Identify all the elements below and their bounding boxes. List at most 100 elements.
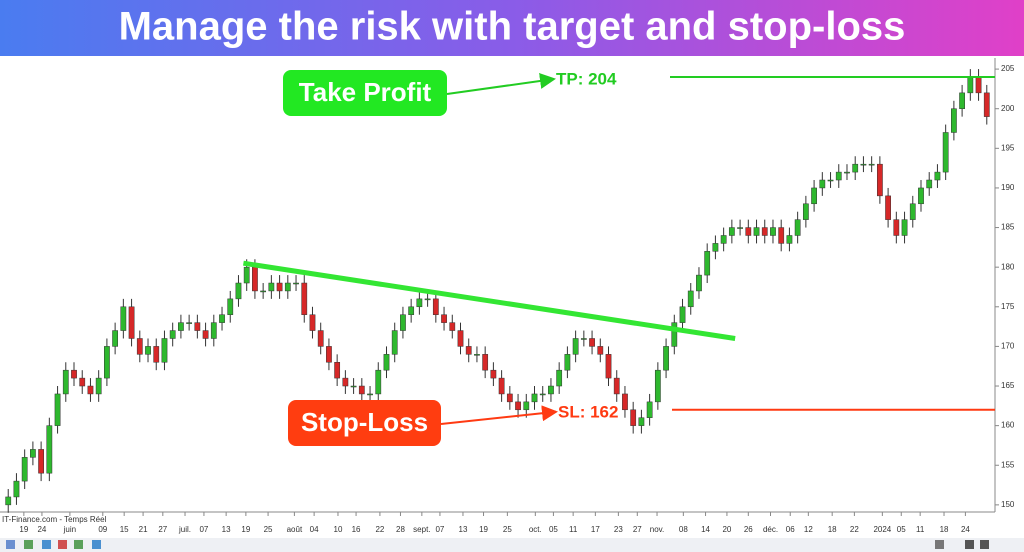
x-tick-label: 25 <box>503 525 512 534</box>
candle-body <box>654 369 661 403</box>
candle-body <box>46 425 53 474</box>
candle-body <box>506 393 513 403</box>
x-tick-label: 05 <box>549 525 558 534</box>
candle-body <box>835 171 842 181</box>
candle-body <box>597 346 604 355</box>
x-tick-label: 16 <box>352 525 361 534</box>
x-tick-label: 26 <box>744 525 753 534</box>
candle-body <box>630 409 637 426</box>
x-tick-label: 13 <box>459 525 468 534</box>
title-banner <box>0 0 1024 56</box>
candle-body <box>104 346 110 379</box>
candle-body <box>893 219 900 236</box>
candle-body <box>219 314 225 323</box>
candle-body <box>112 330 119 347</box>
candle-body <box>844 171 850 174</box>
candle-body <box>301 282 308 315</box>
x-tick-label: 18 <box>828 525 837 534</box>
candle-body <box>539 393 546 396</box>
x-tick-label: déc. <box>763 525 778 534</box>
tool-icon[interactable] <box>24 540 33 549</box>
candle-body <box>523 401 530 411</box>
candle-body <box>293 282 299 285</box>
candle-body <box>465 346 472 355</box>
y-tick-label: 150 <box>1001 500 1015 509</box>
x-tick-label: 27 <box>633 525 642 534</box>
candle-body <box>531 393 538 403</box>
tool-icon[interactable] <box>935 540 944 549</box>
candle-body <box>761 227 768 236</box>
tool-icon[interactable] <box>42 540 51 549</box>
candle-body <box>786 235 793 244</box>
candle-body <box>942 132 949 173</box>
x-tick-label: 19 <box>19 525 28 534</box>
y-tick-label: 165 <box>1001 381 1015 390</box>
x-tick-label: 28 <box>396 525 405 534</box>
candle-body <box>169 330 176 339</box>
candle-body <box>885 195 891 220</box>
candle-body <box>613 377 620 395</box>
candle-body <box>260 290 267 293</box>
candle-body <box>934 171 941 181</box>
level-label: TP: 204 <box>556 70 617 89</box>
x-tick-label: 21 <box>139 525 148 534</box>
x-tick-label: 27 <box>158 525 167 534</box>
y-tick-label: 195 <box>1001 143 1015 152</box>
candle-body <box>87 385 94 395</box>
candle-body <box>235 282 242 300</box>
x-tick-label: 10 <box>334 525 343 534</box>
x-tick-label: 13 <box>222 525 231 534</box>
x-tick-label: 15 <box>120 525 129 534</box>
candle-body <box>326 346 332 363</box>
candle-body <box>490 369 497 379</box>
candle-body <box>671 322 678 347</box>
tool-icon[interactable] <box>6 540 15 549</box>
x-tick-label: 20 <box>722 525 731 534</box>
tool-icon[interactable] <box>965 540 974 549</box>
candle-body <box>794 219 801 236</box>
y-tick-label: 160 <box>1001 421 1015 430</box>
x-tick-label: août <box>287 525 303 534</box>
candle-body <box>580 338 587 340</box>
candle-body <box>901 219 908 236</box>
candle-body <box>712 243 719 252</box>
x-tick-label: 07 <box>199 525 208 534</box>
candle-body <box>54 393 61 426</box>
tool-icon[interactable] <box>58 540 67 549</box>
candle-body <box>317 330 324 347</box>
x-tick-label: 05 <box>897 525 906 534</box>
x-tick-label: 24 <box>961 525 970 534</box>
candle-body <box>153 346 160 363</box>
candle-body <box>589 338 595 347</box>
candle-body <box>375 369 382 395</box>
candle-body <box>482 354 489 371</box>
x-tick-label: 2024 <box>873 525 891 534</box>
candle-body <box>457 330 464 347</box>
candle-body <box>556 369 563 387</box>
candle-body <box>868 163 875 166</box>
candle-body <box>802 203 809 220</box>
trendline <box>243 260 736 341</box>
y-tick-label: 180 <box>1001 262 1015 271</box>
x-tick-label: 19 <box>241 525 250 534</box>
x-tick-label: 06 <box>786 525 795 534</box>
tool-icon[interactable] <box>980 540 989 549</box>
candle-body <box>696 274 702 292</box>
x-tick-label: 08 <box>679 525 688 534</box>
candle-body <box>243 266 250 284</box>
candle-body <box>416 298 423 308</box>
candle-body <box>227 298 234 315</box>
candle-body <box>424 298 431 301</box>
tool-icon[interactable] <box>74 540 83 549</box>
annotation-box <box>288 400 441 446</box>
candle-body <box>638 417 645 426</box>
x-tick-label: 11 <box>916 525 925 534</box>
candle-body <box>548 385 554 395</box>
x-tick-label: 07 <box>435 525 444 534</box>
candle-body <box>79 377 86 387</box>
x-tick-label: 25 <box>264 525 273 534</box>
candle-body <box>383 354 390 371</box>
tool-icon[interactable] <box>92 540 101 549</box>
candle-body <box>918 187 924 205</box>
candle-body <box>663 346 669 371</box>
